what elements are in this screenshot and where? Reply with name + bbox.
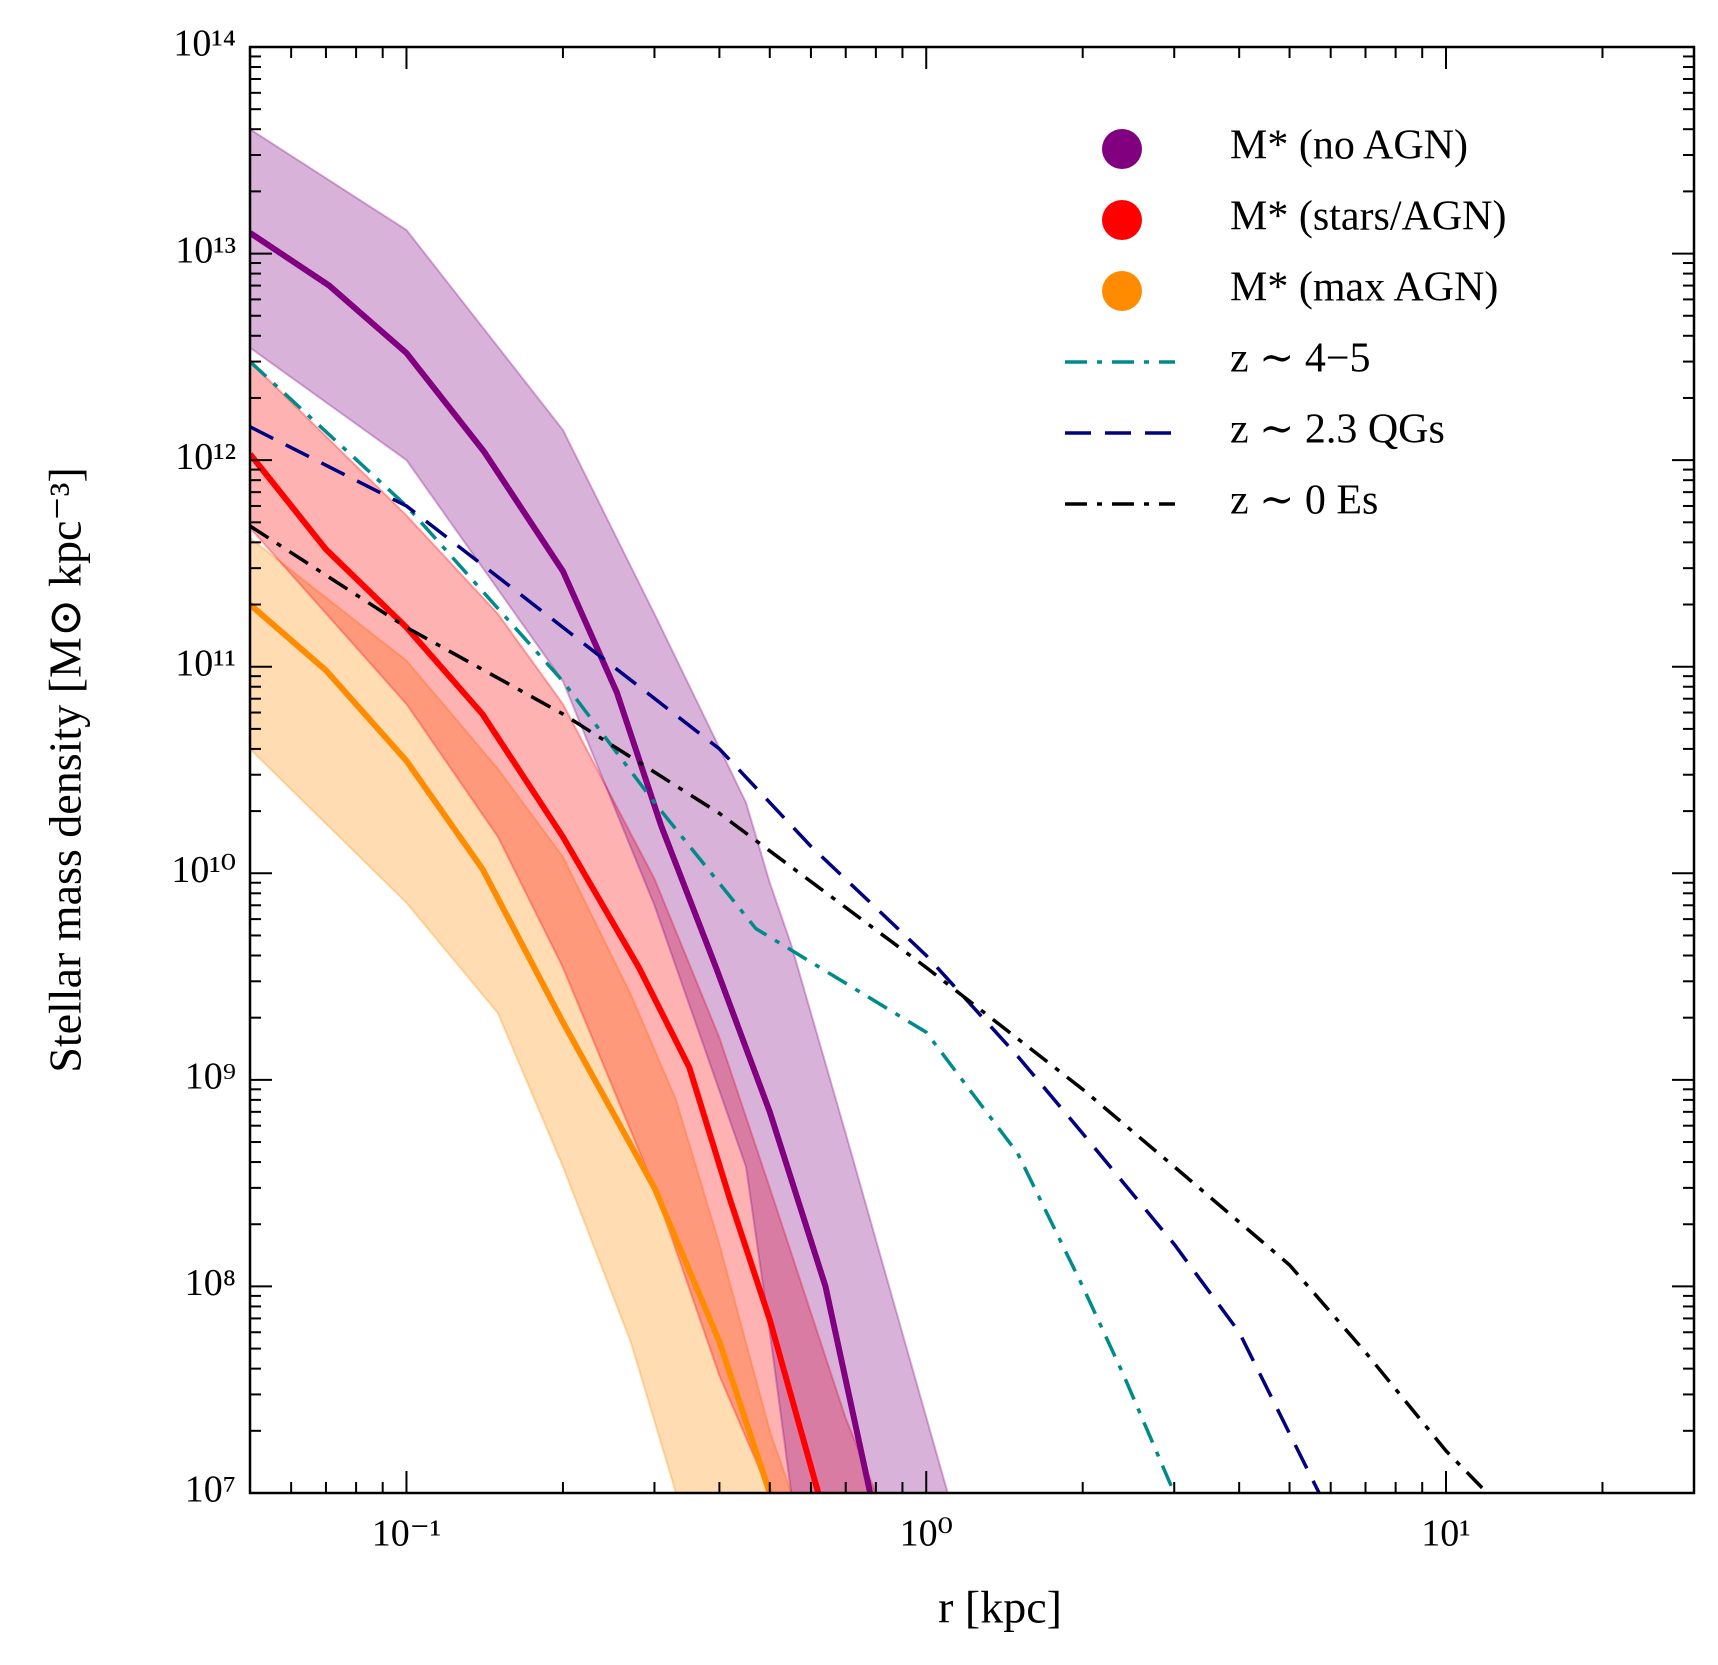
y-tick-label: 10⁹ [185, 1056, 236, 1098]
legend-label: M* (stars/AGN) [1230, 194, 1506, 240]
legend-marker [1102, 271, 1142, 311]
line [250, 602, 773, 1493]
x-tick-label: 10⁰ [900, 1513, 953, 1555]
line [250, 230, 874, 1493]
y-tick-label: 10⁸ [185, 1262, 236, 1304]
axes: 10⁻¹ 10⁰ 10¹ 10⁷ 10⁸ 10⁹ 10¹⁰ 10¹¹ 10¹² 10¹³ 10¹⁴ [171, 23, 1694, 1555]
plot-area [250, 128, 1489, 1493]
y-axis-label: Stellar mass density [M⊙ kpc⁻³] [40, 467, 91, 1073]
frame [248, 45, 1696, 1495]
line [250, 452, 822, 1493]
line [250, 360, 1176, 1493]
y-tick-label: 10¹⁰ [171, 849, 236, 891]
y-tick-label: 10¹² [175, 436, 236, 478]
x-tick-label: 10⁻¹ [372, 1513, 441, 1555]
y-tick-label: 10¹⁴ [173, 23, 236, 65]
y-tick-label: 10¹¹ [175, 642, 236, 684]
x-axis-label: r [kpc] [938, 1582, 1062, 1633]
band [250, 128, 949, 1493]
legend-label: z ∼ 4−5 [1230, 336, 1371, 382]
line [250, 425, 1321, 1493]
legend: M* (no AGN) M* (stars/AGN) M* (max AGN) z ∼… [1065, 123, 1506, 524]
band [250, 536, 793, 1493]
legend-marker [1102, 129, 1142, 169]
x-tick-label: 10¹ [1421, 1513, 1470, 1555]
legend-label: M* (max AGN) [1230, 265, 1498, 311]
legend-label: z ∼ 0 Es [1230, 478, 1378, 524]
legend-label: z ∼ 2.3 QGs [1230, 407, 1445, 453]
y-tick-label: 10¹³ [175, 229, 236, 271]
line [250, 524, 1489, 1493]
legend-marker [1102, 200, 1142, 240]
y-tick-label: 10⁷ [185, 1469, 236, 1511]
legend-label: M* (no AGN) [1230, 123, 1468, 169]
band [250, 360, 877, 1493]
